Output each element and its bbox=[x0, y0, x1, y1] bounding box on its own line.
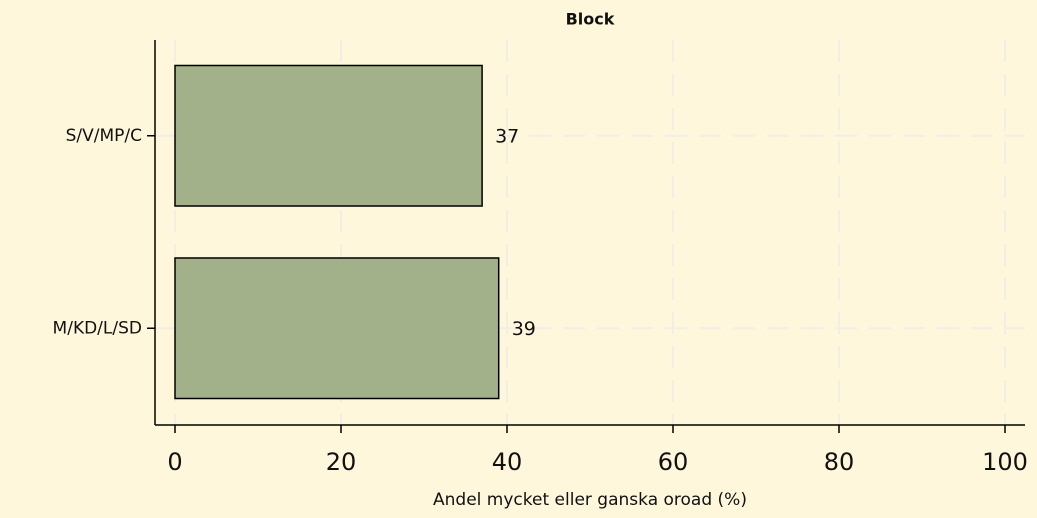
y-tick-label: M/KD/L/SD bbox=[53, 318, 142, 338]
x-tick-label: 60 bbox=[658, 448, 689, 476]
bar bbox=[174, 257, 500, 400]
y-tick-label: S/V/MP/C bbox=[66, 126, 142, 146]
bar bbox=[174, 64, 483, 207]
x-tick-label: 20 bbox=[326, 448, 357, 476]
x-tick-label: 0 bbox=[167, 448, 182, 476]
x-axis-title: Andel mycket eller ganska oroad (%) bbox=[433, 490, 747, 510]
x-tick-label: 100 bbox=[982, 448, 1028, 476]
data-label: 37 bbox=[495, 125, 519, 147]
data-label: 39 bbox=[512, 318, 536, 340]
x-tick-label: 80 bbox=[824, 448, 855, 476]
x-tick-label: 40 bbox=[492, 448, 523, 476]
chart-title: Block bbox=[566, 10, 615, 29]
